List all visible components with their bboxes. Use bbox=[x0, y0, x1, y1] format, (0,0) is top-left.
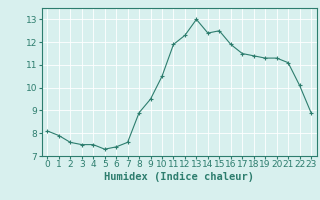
X-axis label: Humidex (Indice chaleur): Humidex (Indice chaleur) bbox=[104, 172, 254, 182]
